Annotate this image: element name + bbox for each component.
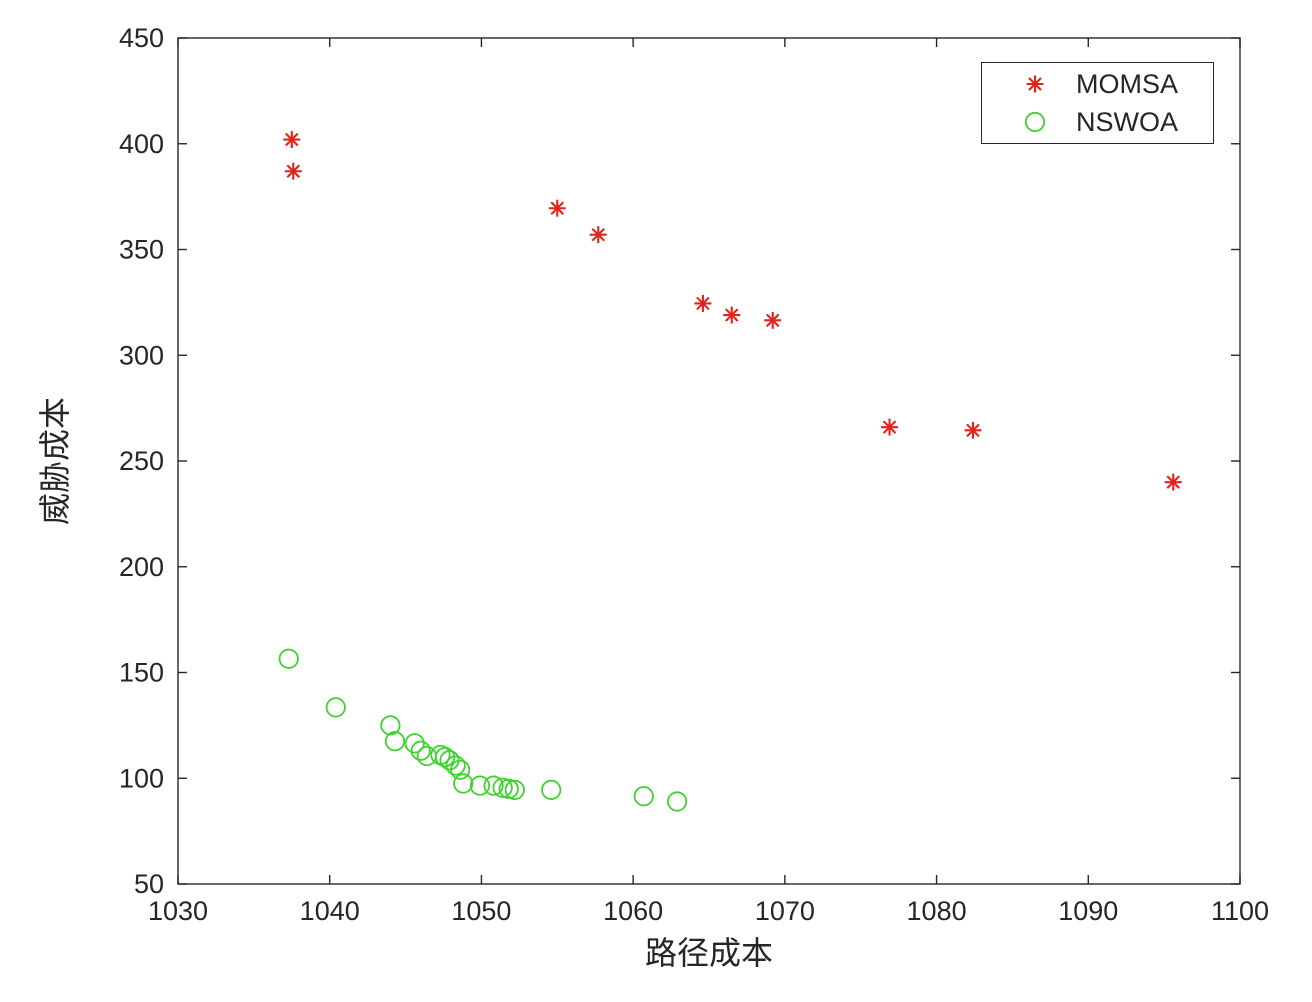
y-tick-label: 150 <box>119 658 164 688</box>
series-nswoa <box>278 648 688 812</box>
circle-marker <box>1024 111 1046 133</box>
x-tick-label: 1040 <box>300 896 360 926</box>
asterisk-marker <box>964 421 982 439</box>
chart-layer: 1030 1040 1050 1060 1070 1080 1090 1100 50 100 150… <box>119 23 1269 926</box>
legend: MOMSA NSWOA <box>981 62 1214 144</box>
asterisk-icon <box>1026 75 1044 93</box>
circle-marker <box>445 755 466 776</box>
y-tick-label: 450 <box>119 23 164 53</box>
x-tick-label: 1070 <box>755 896 815 926</box>
asterisk-marker <box>1026 75 1044 93</box>
y-tick-label: 350 <box>119 235 164 265</box>
legend-item-momsa: MOMSA <box>982 65 1213 103</box>
asterisk-marker <box>1164 473 1182 491</box>
legend-label-nswoa: NSWOA <box>1076 106 1179 137</box>
x-tick-label: 1050 <box>451 896 511 926</box>
x-axis-label: 路径成本 <box>645 935 773 971</box>
circle-marker <box>278 648 299 669</box>
asterisk-marker <box>589 226 607 244</box>
circle-marker <box>504 779 525 800</box>
circle-marker <box>380 715 401 736</box>
circle-marker <box>492 777 513 798</box>
circle-marker <box>384 731 406 752</box>
y-axis-label: 威胁成本 <box>37 397 73 525</box>
circle-marker <box>469 775 491 796</box>
legend-label-momsa: MOMSA <box>1076 68 1179 99</box>
circle-marker <box>633 786 654 807</box>
circle-marker <box>498 778 519 799</box>
asterisk-marker <box>881 418 899 436</box>
circle-marker <box>325 697 346 718</box>
y-tick-label: 50 <box>134 869 164 899</box>
circle-marker <box>483 775 504 796</box>
axes-box <box>177 37 1241 885</box>
x-tick-label: 1030 <box>148 896 208 926</box>
y-tick-label: 300 <box>119 340 164 370</box>
circle-marker <box>453 773 474 794</box>
y-tick-label: 400 <box>119 129 164 159</box>
circle-marker <box>410 740 431 761</box>
circle-marker <box>667 791 688 812</box>
circle-marker <box>541 779 562 800</box>
y-tick-label: 200 <box>119 552 164 582</box>
y-tick-label: 250 <box>119 446 164 476</box>
asterisk-marker <box>284 162 302 180</box>
asterisk-marker <box>764 311 782 329</box>
circle-marker <box>404 733 425 754</box>
x-tick-label: 1080 <box>907 896 967 926</box>
asterisk-marker <box>283 131 301 149</box>
y-tick-label: 100 <box>119 763 164 793</box>
circle-icon <box>1024 111 1046 133</box>
legend-item-nswoa: NSWOA <box>982 103 1213 141</box>
x-tick-label: 1060 <box>603 896 663 926</box>
asterisk-marker <box>548 199 566 217</box>
asterisk-marker <box>694 294 712 312</box>
series-momsa <box>283 131 1182 491</box>
circle-marker <box>450 759 471 780</box>
x-tick-label: 1100 <box>1211 896 1269 926</box>
asterisk-marker <box>723 306 741 324</box>
x-tick-label: 1090 <box>1058 896 1118 926</box>
